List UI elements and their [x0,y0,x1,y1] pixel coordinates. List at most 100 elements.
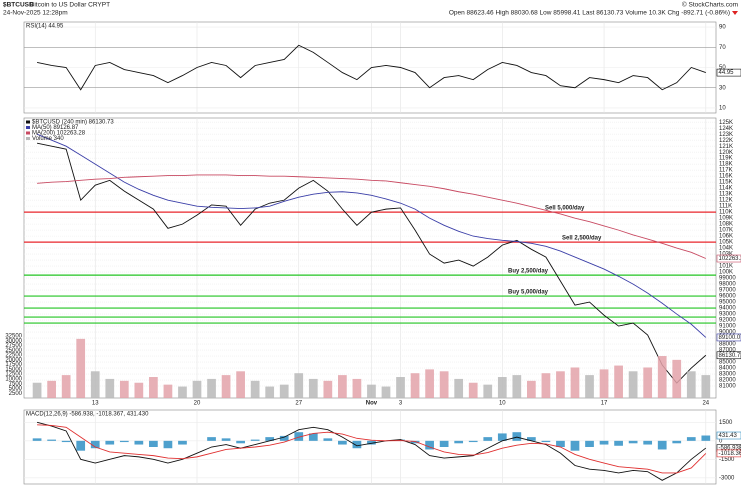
level-label: Buy 5,000/day [508,290,549,296]
y-tick-label: 84000 [719,366,736,372]
bar [381,386,391,398]
value-flag-text: 431.43 [719,433,738,439]
y-tick-label: 90000 [719,330,736,336]
y-tick-label: 1500 [719,420,733,426]
bar [454,378,464,398]
bar [468,382,478,398]
y-tick-label: 120K [719,150,733,156]
bar [439,440,449,447]
bar [425,440,434,450]
bar [643,440,653,445]
y2-tick-label: 22500 [5,353,22,359]
bar [250,380,260,398]
y-tick-label: 124K [719,126,733,132]
bar [512,375,522,398]
bar [556,371,565,398]
symbol: $BTCUSD [3,2,34,9]
y-tick-label: 70 [719,45,726,51]
y-tick-label: 111K [719,204,732,210]
bar [323,438,333,441]
panel-frame [23,117,717,399]
value-flag [716,449,741,458]
y2-tick-label: 32500 [5,334,22,340]
y-tick-label: 0 [719,438,723,444]
bar [221,375,231,398]
bar [628,371,638,398]
bar [134,440,144,445]
y-tick-label: 82000 [719,378,736,384]
bar [512,432,522,441]
bar [541,373,551,398]
level-label: Buy 2,500/day [508,269,549,275]
bar [47,439,56,441]
x-tick-label: 27 [295,401,302,407]
value-flag-text: 102263.2 [719,256,741,262]
y-tick-label: 110K [719,210,733,216]
bar [439,371,449,398]
legend-label: MA(50) 89126.87 [32,125,79,131]
value-flag-text: 86130.73 [719,353,741,359]
bar [32,382,42,398]
legend-label: $BTCUSD (240 min) 86130.73 [32,120,114,126]
bar [105,378,115,398]
y-tick-label: 100K [719,270,733,276]
y-tick-label: 97000 [719,288,736,294]
bar [527,380,536,398]
bar [570,440,580,451]
bar [90,371,100,398]
bar [483,437,493,441]
y2-tick-label: 2500 [9,391,23,397]
bar [76,338,86,398]
y2-tick-label: 12500 [5,372,22,378]
line-series [36,421,707,481]
panel-frame [23,409,717,485]
bar [105,440,115,445]
bar [614,365,623,398]
bar [149,440,158,447]
y-tick-label: 121K [719,144,733,150]
bar [367,384,376,398]
y2-tick-label: 25000 [5,348,22,354]
bar [47,380,56,398]
copyright: © StockCharts.com [682,1,738,9]
bar [468,440,478,443]
x-tick-label: 20 [194,401,201,407]
bar [425,369,434,398]
y-tick-label: 112K [719,198,733,204]
y-tick-label: 10 [719,106,726,112]
y-tick-label: 50 [719,65,726,71]
y-tick-label: 81000 [719,384,736,390]
bar [585,375,594,398]
legend-swatch [26,131,30,135]
y2-tick-label: 17500 [5,362,22,368]
legend-swatch [26,126,30,129]
bar [672,359,682,398]
panel-title: MACD(12,26,9) -586.938, -1018.367, 431.4… [26,412,149,418]
y-tick-label: 93000 [719,312,736,318]
x-tick-label: 13 [92,401,99,407]
bar [657,440,667,450]
bar [497,433,507,441]
bar [396,377,405,398]
bar [497,377,507,398]
y-tick-label: 114K [719,186,733,192]
bar [134,382,144,398]
bar [279,384,289,398]
bar [119,380,129,398]
y-tick-label: 83000 [719,372,736,378]
y-tick-label: 94000 [719,306,736,312]
level-label: Sell 5,000/day [545,206,585,212]
bar [265,437,275,441]
y-tick-label: 90 [719,25,726,31]
y-tick-label: 99000 [719,276,736,282]
legend-label: Volume 340 [32,136,64,142]
bar [76,440,86,451]
y-tick-label: 122K [719,138,733,144]
down-arrow [732,11,738,15]
y2-tick-label: 7500 [9,381,23,387]
value-flag [716,333,741,342]
bar [294,432,304,441]
y-tick-label: 95000 [719,300,736,306]
bar [149,377,158,398]
bar [119,440,129,443]
